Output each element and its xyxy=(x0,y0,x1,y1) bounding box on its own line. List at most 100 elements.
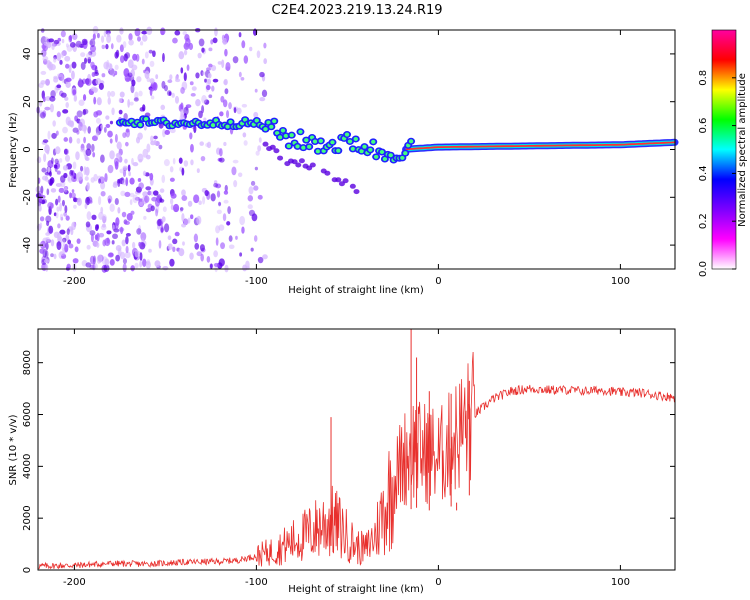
noise-speckle xyxy=(202,71,205,76)
noise-speckle xyxy=(215,237,219,246)
noise-speckle xyxy=(70,192,76,199)
noise-speckle xyxy=(128,171,131,177)
noise-speckle xyxy=(59,229,66,235)
noise-speckle xyxy=(240,76,245,81)
noise-speckle xyxy=(141,30,148,35)
y-tick-label: 8000 xyxy=(22,350,33,375)
branch-blob xyxy=(309,162,316,168)
branch-blob xyxy=(342,178,349,184)
noise-speckle xyxy=(254,88,258,93)
noise-speckle xyxy=(190,92,196,97)
noise-speckle xyxy=(96,224,100,230)
noise-speckle xyxy=(91,135,98,142)
noise-speckle xyxy=(67,239,72,245)
noise-speckle xyxy=(90,233,94,243)
noise-speckle xyxy=(207,78,211,85)
noise-speckle xyxy=(238,71,242,78)
noise-speckle xyxy=(39,222,43,229)
noise-speckle xyxy=(59,202,62,212)
noise-speckle xyxy=(47,130,51,140)
noise-speckle xyxy=(53,57,57,63)
band-blob-core xyxy=(304,138,309,143)
noise-speckle xyxy=(42,198,47,204)
noise-speckle xyxy=(208,47,213,52)
noise-speckle xyxy=(53,164,58,169)
band-blob-core xyxy=(318,138,324,143)
noise-speckle xyxy=(49,171,52,177)
noise-speckle xyxy=(44,259,50,264)
y-tick-label: 6000 xyxy=(22,402,33,427)
noise-speckle xyxy=(112,224,115,230)
noise-speckle xyxy=(121,239,126,247)
noise-speckle xyxy=(67,174,73,183)
x-tick-label: -200 xyxy=(63,577,86,588)
noise-speckle xyxy=(56,52,62,62)
noise-speckle xyxy=(56,110,61,118)
noise-speckle xyxy=(122,169,127,178)
noise-speckle xyxy=(195,72,200,79)
noise-speckle xyxy=(61,253,67,259)
noise-speckle xyxy=(253,185,259,191)
noise-speckle xyxy=(137,36,141,42)
noise-speckle xyxy=(108,198,111,204)
noise-speckle xyxy=(150,205,155,212)
noise-speckle xyxy=(139,260,143,268)
noise-speckle xyxy=(59,213,64,220)
band-blob-core xyxy=(388,153,393,158)
noise-speckle xyxy=(66,228,70,236)
noise-speckle xyxy=(42,139,49,143)
noise-speckle xyxy=(181,189,186,197)
noise-speckle xyxy=(65,101,69,109)
noise-speckle xyxy=(218,201,221,207)
noise-speckle xyxy=(101,44,106,50)
noise-speckle xyxy=(218,157,225,163)
noise-speckle xyxy=(159,188,165,193)
noise-speckle xyxy=(56,206,60,212)
noise-speckle xyxy=(189,81,194,86)
noise-speckle xyxy=(125,245,129,254)
band-blob-core xyxy=(286,144,291,149)
noise-speckle xyxy=(206,67,212,71)
band-blob-core xyxy=(266,120,271,125)
colorbar-tick-label: 0.6 xyxy=(698,118,709,134)
noise-speckle xyxy=(222,37,228,46)
band-blob-core xyxy=(371,139,376,144)
band-blob-core xyxy=(228,119,233,124)
noise-speckle xyxy=(136,76,142,83)
noise-speckle xyxy=(42,96,46,103)
noise-speckle xyxy=(172,246,176,253)
noise-speckle xyxy=(163,223,170,233)
band-blob-core xyxy=(272,119,277,124)
noise-speckle xyxy=(138,224,142,234)
noise-speckle xyxy=(81,38,88,46)
noise-speckle xyxy=(125,236,129,245)
noise-speckle xyxy=(93,263,98,270)
x-tick-label: 0 xyxy=(435,577,441,588)
noise-speckle xyxy=(259,97,266,102)
noise-speckle xyxy=(139,201,144,207)
noise-speckle xyxy=(201,105,205,114)
noise-speckle xyxy=(66,263,71,270)
noise-speckle xyxy=(221,59,225,69)
noise-speckle xyxy=(256,50,261,59)
noise-speckle xyxy=(98,82,104,90)
noise-speckle xyxy=(220,242,226,250)
noise-speckle xyxy=(88,51,93,56)
noise-speckle xyxy=(181,213,185,222)
noise-speckle xyxy=(220,95,225,103)
noise-speckle xyxy=(175,78,181,83)
noise-speckle xyxy=(183,42,190,50)
noise-speckle xyxy=(169,177,175,182)
noise-speckle xyxy=(89,44,97,53)
colorbar-tick-label: 0.8 xyxy=(698,70,709,86)
noise-speckle xyxy=(138,90,143,97)
noise-speckle xyxy=(149,172,154,181)
branch-blob xyxy=(295,162,302,168)
noise-speckle xyxy=(241,40,246,49)
noise-speckle xyxy=(95,132,99,137)
branch-blob xyxy=(335,177,342,183)
noise-speckle xyxy=(109,150,115,160)
noise-speckle xyxy=(222,213,227,222)
noise-speckle xyxy=(173,203,180,213)
